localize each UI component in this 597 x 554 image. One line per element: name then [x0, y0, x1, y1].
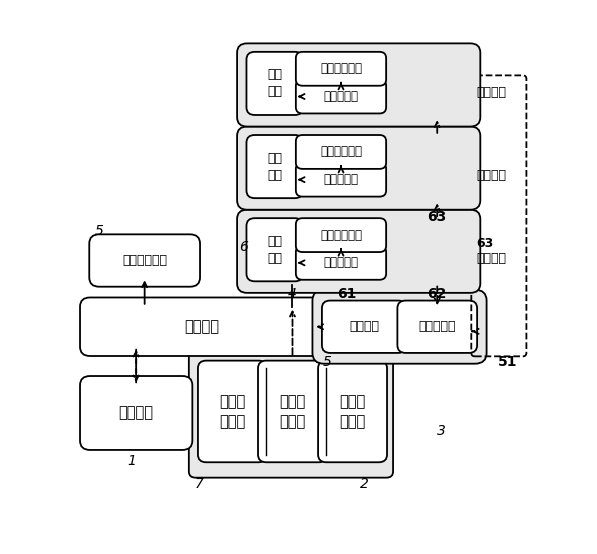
- FancyBboxPatch shape: [296, 52, 386, 86]
- Text: 2: 2: [359, 477, 368, 491]
- Text: 第一接收端: 第一接收端: [324, 257, 358, 269]
- FancyBboxPatch shape: [237, 210, 481, 293]
- Text: 显示
模块: 显示 模块: [267, 69, 282, 99]
- Text: 第一报警模块: 第一报警模块: [122, 254, 167, 267]
- FancyBboxPatch shape: [80, 376, 192, 450]
- Text: 空气采
集单元: 空气采 集单元: [279, 394, 306, 429]
- FancyBboxPatch shape: [90, 234, 200, 287]
- FancyBboxPatch shape: [322, 301, 407, 353]
- Text: 4: 4: [287, 288, 296, 301]
- FancyBboxPatch shape: [80, 297, 323, 356]
- FancyBboxPatch shape: [247, 135, 303, 198]
- FancyBboxPatch shape: [237, 43, 481, 126]
- Text: 61: 61: [337, 288, 357, 301]
- Text: 第二报警模块: 第二报警模块: [320, 229, 362, 242]
- Text: 第二报警模块: 第二报警模块: [320, 146, 362, 158]
- Text: 63: 63: [427, 211, 446, 224]
- Text: 63: 63: [476, 237, 494, 250]
- Text: 3: 3: [436, 424, 445, 438]
- FancyBboxPatch shape: [296, 135, 386, 169]
- FancyBboxPatch shape: [312, 290, 487, 363]
- FancyBboxPatch shape: [237, 126, 481, 210]
- FancyBboxPatch shape: [398, 301, 477, 353]
- Text: 第二报警模块: 第二报警模块: [320, 62, 362, 75]
- Text: 第一接收端: 第一接收端: [324, 90, 358, 103]
- Text: 显示
模块: 显示 模块: [267, 152, 282, 182]
- FancyBboxPatch shape: [189, 351, 393, 478]
- Text: 控制终端: 控制终端: [476, 253, 506, 265]
- FancyBboxPatch shape: [296, 218, 386, 252]
- Text: 第一发送端: 第一发送端: [418, 320, 456, 334]
- Text: 第一接收端: 第一接收端: [324, 173, 358, 186]
- Text: 51: 51: [497, 355, 517, 369]
- FancyBboxPatch shape: [296, 80, 386, 114]
- FancyBboxPatch shape: [247, 52, 303, 115]
- Text: 5: 5: [323, 355, 331, 369]
- FancyBboxPatch shape: [258, 361, 327, 462]
- Text: 控制终端: 控制终端: [476, 170, 506, 182]
- FancyBboxPatch shape: [198, 361, 267, 462]
- Text: 通讯模块: 通讯模块: [349, 320, 379, 334]
- FancyBboxPatch shape: [296, 246, 386, 280]
- Text: 控制模块: 控制模块: [184, 319, 219, 334]
- Text: 1: 1: [127, 454, 136, 468]
- Text: 5: 5: [95, 224, 104, 238]
- FancyBboxPatch shape: [318, 361, 387, 462]
- Text: 空气采
集单元: 空气采 集单元: [219, 394, 245, 429]
- Text: 62: 62: [427, 288, 446, 301]
- Text: 6: 6: [239, 240, 248, 254]
- FancyBboxPatch shape: [296, 163, 386, 197]
- Text: 显示
模块: 显示 模块: [267, 235, 282, 265]
- Text: 除菌模块: 除菌模块: [119, 406, 153, 420]
- Text: 7: 7: [195, 477, 204, 491]
- Text: 控制终端: 控制终端: [476, 86, 506, 99]
- Text: 空气采
集单元: 空气采 集单元: [340, 394, 366, 429]
- FancyBboxPatch shape: [247, 218, 303, 281]
